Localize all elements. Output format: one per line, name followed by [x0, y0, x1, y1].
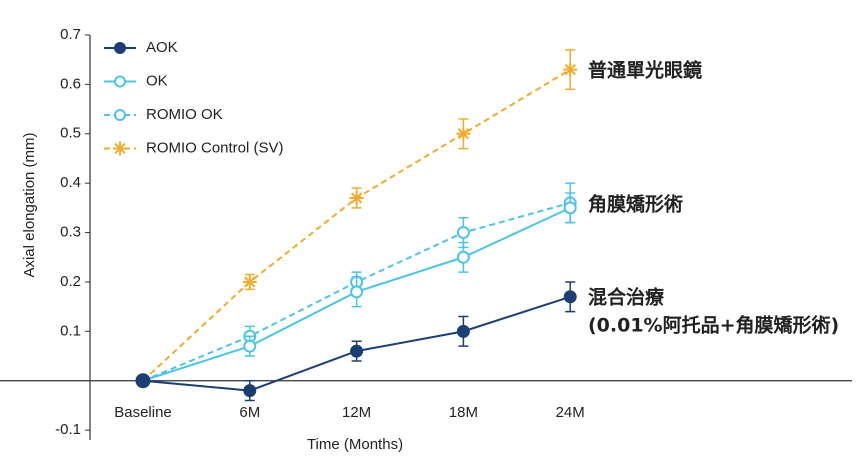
- legend-marker: [114, 109, 126, 121]
- annotation: 角膜矯形術: [588, 193, 683, 216]
- y-tick-label: 0.7: [60, 26, 81, 43]
- x-axis-label: Time (Months): [307, 436, 403, 453]
- marker: [456, 126, 471, 141]
- x-tick-label: Baseline: [114, 404, 172, 421]
- marker: [243, 384, 257, 398]
- x-tick-label: 6M: [239, 404, 260, 421]
- x-tick-label: 12M: [342, 404, 371, 421]
- y-tick-label: 0.6: [60, 75, 81, 92]
- legend-label: OK: [146, 72, 168, 89]
- annotation: 普通單光眼鏡: [588, 59, 702, 82]
- legend-label: ROMIO Control (SV): [146, 139, 284, 156]
- legend-marker: [114, 75, 126, 88]
- marker: [135, 373, 151, 389]
- marker: [242, 274, 257, 289]
- y-tick-label: 0.5: [60, 125, 81, 142]
- y-tick-label: 0.2: [60, 273, 81, 290]
- y-tick-label: 0.4: [60, 174, 81, 191]
- marker: [243, 339, 257, 353]
- legend-label: AOK: [146, 39, 178, 56]
- legend-label: ROMIO OK: [146, 106, 223, 123]
- legend-marker: [113, 141, 127, 156]
- legend-marker: [114, 42, 126, 54]
- marker: [349, 190, 364, 205]
- marker: [350, 285, 364, 299]
- marker: [563, 290, 577, 304]
- annotation: (0.01%阿托品+角膜矯形術): [588, 314, 839, 337]
- marker: [350, 344, 364, 358]
- y-axis-label: Axial elongation (mm): [21, 132, 38, 277]
- marker: [456, 324, 470, 338]
- marker: [563, 201, 577, 215]
- marker: [456, 250, 470, 264]
- marker: [563, 62, 578, 77]
- marker: [456, 226, 470, 240]
- annotation: 混合治療: [588, 286, 665, 309]
- y-tick-label: 0.3: [60, 224, 81, 241]
- x-tick-label: 24M: [556, 404, 585, 421]
- y-tick-label: 0.1: [60, 322, 81, 339]
- x-tick-label: 18M: [449, 404, 478, 421]
- y-tick-label: -0.1: [55, 421, 81, 438]
